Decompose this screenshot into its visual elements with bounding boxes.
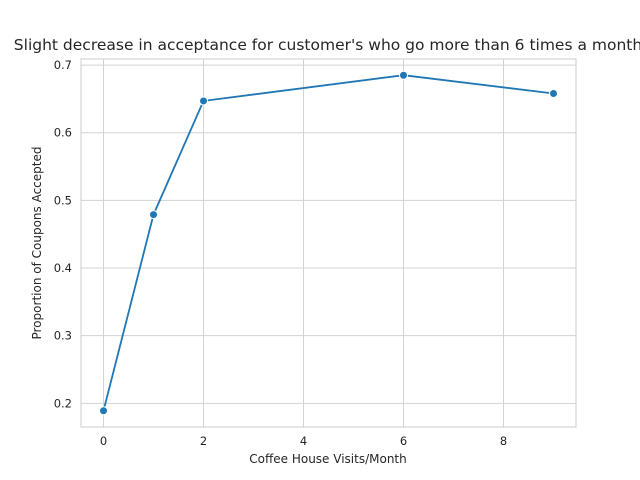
y-tick-label: 0.6 (54, 126, 72, 140)
tick-labels: 0 2 4 6 8 0.2 0.3 0.4 0.5 0.6 0.7 (54, 58, 507, 448)
y-tick-label: 0.2 (54, 396, 72, 410)
data-point (399, 70, 408, 80)
chart-title: Slight decrease in acceptance for custom… (14, 36, 640, 54)
x-tick-label: 2 (200, 434, 207, 448)
data-point (149, 210, 158, 220)
x-tick-label: 4 (300, 434, 307, 448)
plot-frame (80, 58, 577, 428)
x-tick-label: 0 (100, 434, 107, 448)
x-tick-label: 8 (500, 434, 507, 448)
x-tick-label: 6 (400, 434, 407, 448)
data-point (199, 96, 208, 106)
x-axis-label: Coffee House Visits/Month (249, 452, 406, 466)
y-tick-label: 0.7 (54, 58, 72, 72)
data-point (549, 89, 558, 98)
y-axis-label: Proportion of Coupons Accepted (30, 147, 44, 340)
data-points (99, 70, 558, 416)
y-tick-label: 0.5 (54, 193, 72, 207)
series-line (102, 74, 554, 412)
y-tick-label: 0.3 (54, 329, 72, 343)
data-point (99, 406, 108, 416)
y-tick-label: 0.4 (54, 261, 72, 275)
grid-lines (81, 59, 576, 427)
